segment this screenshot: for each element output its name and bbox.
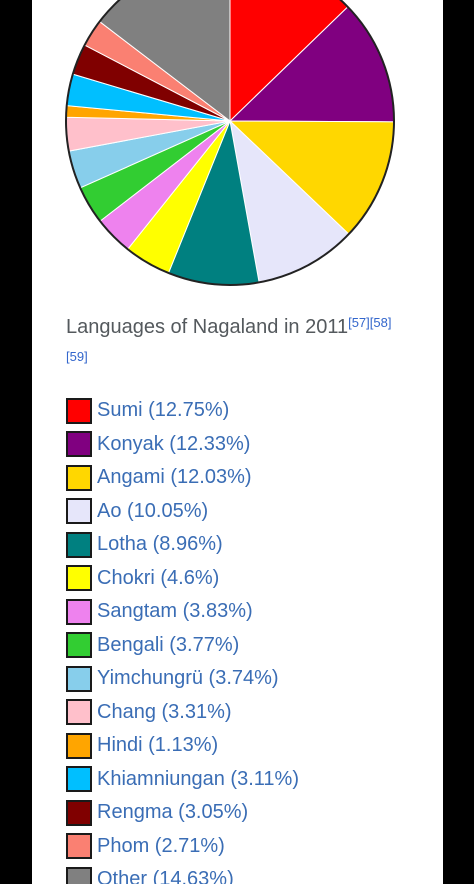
legend-label[interactable]: Sangtam (3.83%) — [97, 600, 253, 623]
legend-label[interactable]: Rengma (3.05%) — [97, 801, 249, 824]
legend-label[interactable]: Hindi (1.13%) — [97, 734, 219, 757]
chart-caption: Languages of Nagaland in 2011[57][58][59… — [66, 308, 396, 376]
legend-item: Lotha (8.96%) — [66, 528, 299, 562]
legend-swatch — [66, 431, 92, 458]
legend-swatch — [66, 766, 92, 793]
reference-links[interactable]: [57][58][59] — [66, 315, 392, 364]
legend-swatch — [66, 866, 92, 884]
legend-label[interactable]: Bengali (3.77%) — [97, 633, 240, 656]
legend-swatch — [66, 464, 92, 491]
legend-item: Chokri (4.6%) — [66, 562, 299, 596]
pie-chart — [65, 0, 395, 286]
legend-label[interactable]: Phom (2.71%) — [97, 834, 225, 857]
legend-item: Hindi (1.13%) — [66, 729, 299, 763]
legend-item: Chang (3.31%) — [66, 696, 299, 730]
legend-item: Konyak (12.33%) — [66, 428, 299, 462]
legend-item: Khiamniungan (3.11%) — [66, 763, 299, 797]
legend-item: Sumi (12.75%) — [66, 394, 299, 428]
page-panel: Languages of Nagaland in 2011[57][58][59… — [32, 0, 443, 884]
chart-title: Languages of Nagaland in 2011 — [66, 316, 349, 338]
legend-label[interactable]: Lotha (8.96%) — [97, 533, 223, 556]
legend-item: Ao (10.05%) — [66, 495, 299, 529]
legend: Sumi (12.75%) Konyak (12.33%) Angami (12.0… — [66, 394, 299, 884]
legend-item: Yimchungrü (3.74%) — [66, 662, 299, 696]
legend-label[interactable]: Ao (10.05%) — [97, 499, 209, 522]
legend-label[interactable]: Konyak (12.33%) — [97, 432, 251, 455]
legend-swatch — [66, 665, 92, 692]
legend-label[interactable]: Sumi (12.75%) — [97, 399, 230, 422]
legend-label[interactable]: Chokri (4.6%) — [97, 566, 220, 589]
legend-swatch — [66, 598, 92, 625]
legend-label[interactable]: Chang (3.31%) — [97, 700, 232, 723]
legend-label[interactable]: Other (14.63%) — [97, 868, 234, 884]
legend-swatch — [66, 833, 92, 860]
legend-swatch — [66, 531, 92, 558]
legend-item: Rengma (3.05%) — [66, 796, 299, 830]
legend-swatch — [66, 732, 92, 759]
legend-swatch — [66, 397, 92, 424]
legend-item: Angami (12.03%) — [66, 461, 299, 495]
legend-label[interactable]: Khiamniungan (3.11%) — [97, 767, 299, 790]
legend-swatch — [66, 565, 92, 592]
legend-swatch — [66, 632, 92, 659]
legend-swatch — [66, 799, 92, 826]
pie-outline — [65, 0, 395, 286]
legend-swatch — [66, 498, 92, 525]
legend-item: Bengali (3.77%) — [66, 629, 299, 663]
legend-label[interactable]: Angami (12.03%) — [97, 466, 252, 489]
legend-item: Sangtam (3.83%) — [66, 595, 299, 629]
legend-item: Other (14.63%) — [66, 863, 299, 884]
legend-swatch — [66, 699, 92, 726]
legend-item: Phom (2.71%) — [66, 830, 299, 864]
legend-label[interactable]: Yimchungrü (3.74%) — [97, 667, 279, 690]
